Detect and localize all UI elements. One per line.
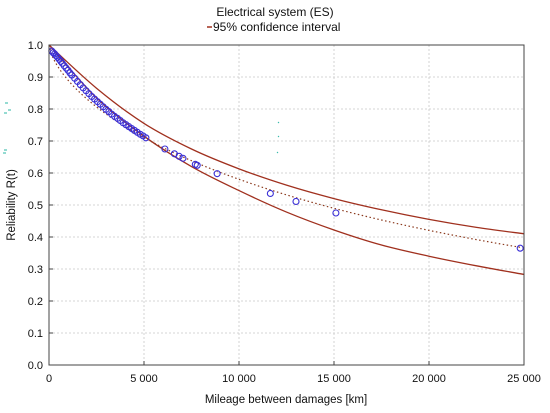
data-point	[193, 161, 201, 169]
data-point	[179, 154, 187, 162]
confidence-band-lower	[48, 44, 525, 276]
x-tick-label: 15 000	[317, 373, 351, 385]
y-tick-label: 0.7	[28, 136, 43, 148]
y-axis: 0.0 0.1 0.2 0.3 0.4 0.5 0.6 0.7 0.8 0.9 1.0	[28, 40, 53, 372]
y-tick-label: 0.9	[28, 72, 43, 84]
x-axis-label: Mileage between damages [km]	[205, 394, 367, 406]
y-tick-label: 0.2	[28, 296, 43, 308]
y-tick-label: 0.3	[28, 264, 43, 276]
x-tick-label: 5 000	[130, 373, 158, 385]
legend: 95% confidence interval	[207, 20, 340, 34]
stray-mark	[277, 121, 280, 124]
x-tick-label: 20 000	[412, 373, 446, 385]
data-point	[266, 189, 274, 198]
fit-line	[48, 44, 525, 249]
confidence-band	[48, 44, 525, 276]
grid	[49, 45, 524, 365]
y-tick-label: 1.0	[28, 40, 43, 52]
data-point	[62, 64, 70, 72]
y-tick-label: 0.4	[28, 232, 43, 244]
x-axis: 0 5 000 10 000 15 000 20 000 25 000	[46, 361, 541, 385]
y-tick-label: 0.1	[28, 328, 43, 340]
data-points	[48, 47, 524, 252]
data-point	[66, 69, 74, 77]
x-tick-label: 25 000	[507, 373, 541, 385]
data-point	[213, 170, 221, 178]
stray-mark	[277, 135, 280, 138]
x-tick-label: 10 000	[222, 373, 256, 385]
y-tick-label: 0.8	[28, 104, 43, 116]
data-point	[161, 145, 169, 153]
data-point	[142, 134, 150, 142]
y-tick-label: 0.0	[28, 360, 43, 372]
confidence-band-upper	[48, 44, 525, 235]
data-point	[516, 244, 524, 252]
x-tick-label: 0	[46, 373, 52, 385]
data-point	[292, 197, 300, 206]
data-point	[332, 209, 340, 217]
data-point	[57, 57, 65, 65]
stray-mark	[276, 151, 279, 154]
legend-entry-confidence: 95% confidence interval	[213, 20, 340, 34]
data-point	[60, 62, 68, 70]
y-tick-label: 0.6	[28, 168, 43, 180]
y-axis-label: Reliability R(t)	[6, 169, 18, 241]
data-point	[175, 152, 183, 160]
fit-curve	[48, 44, 525, 249]
stray-marks	[3, 102, 280, 154]
y-tick-label: 0.5	[28, 200, 43, 212]
chart-title: Electrical system (ES)	[216, 5, 333, 19]
